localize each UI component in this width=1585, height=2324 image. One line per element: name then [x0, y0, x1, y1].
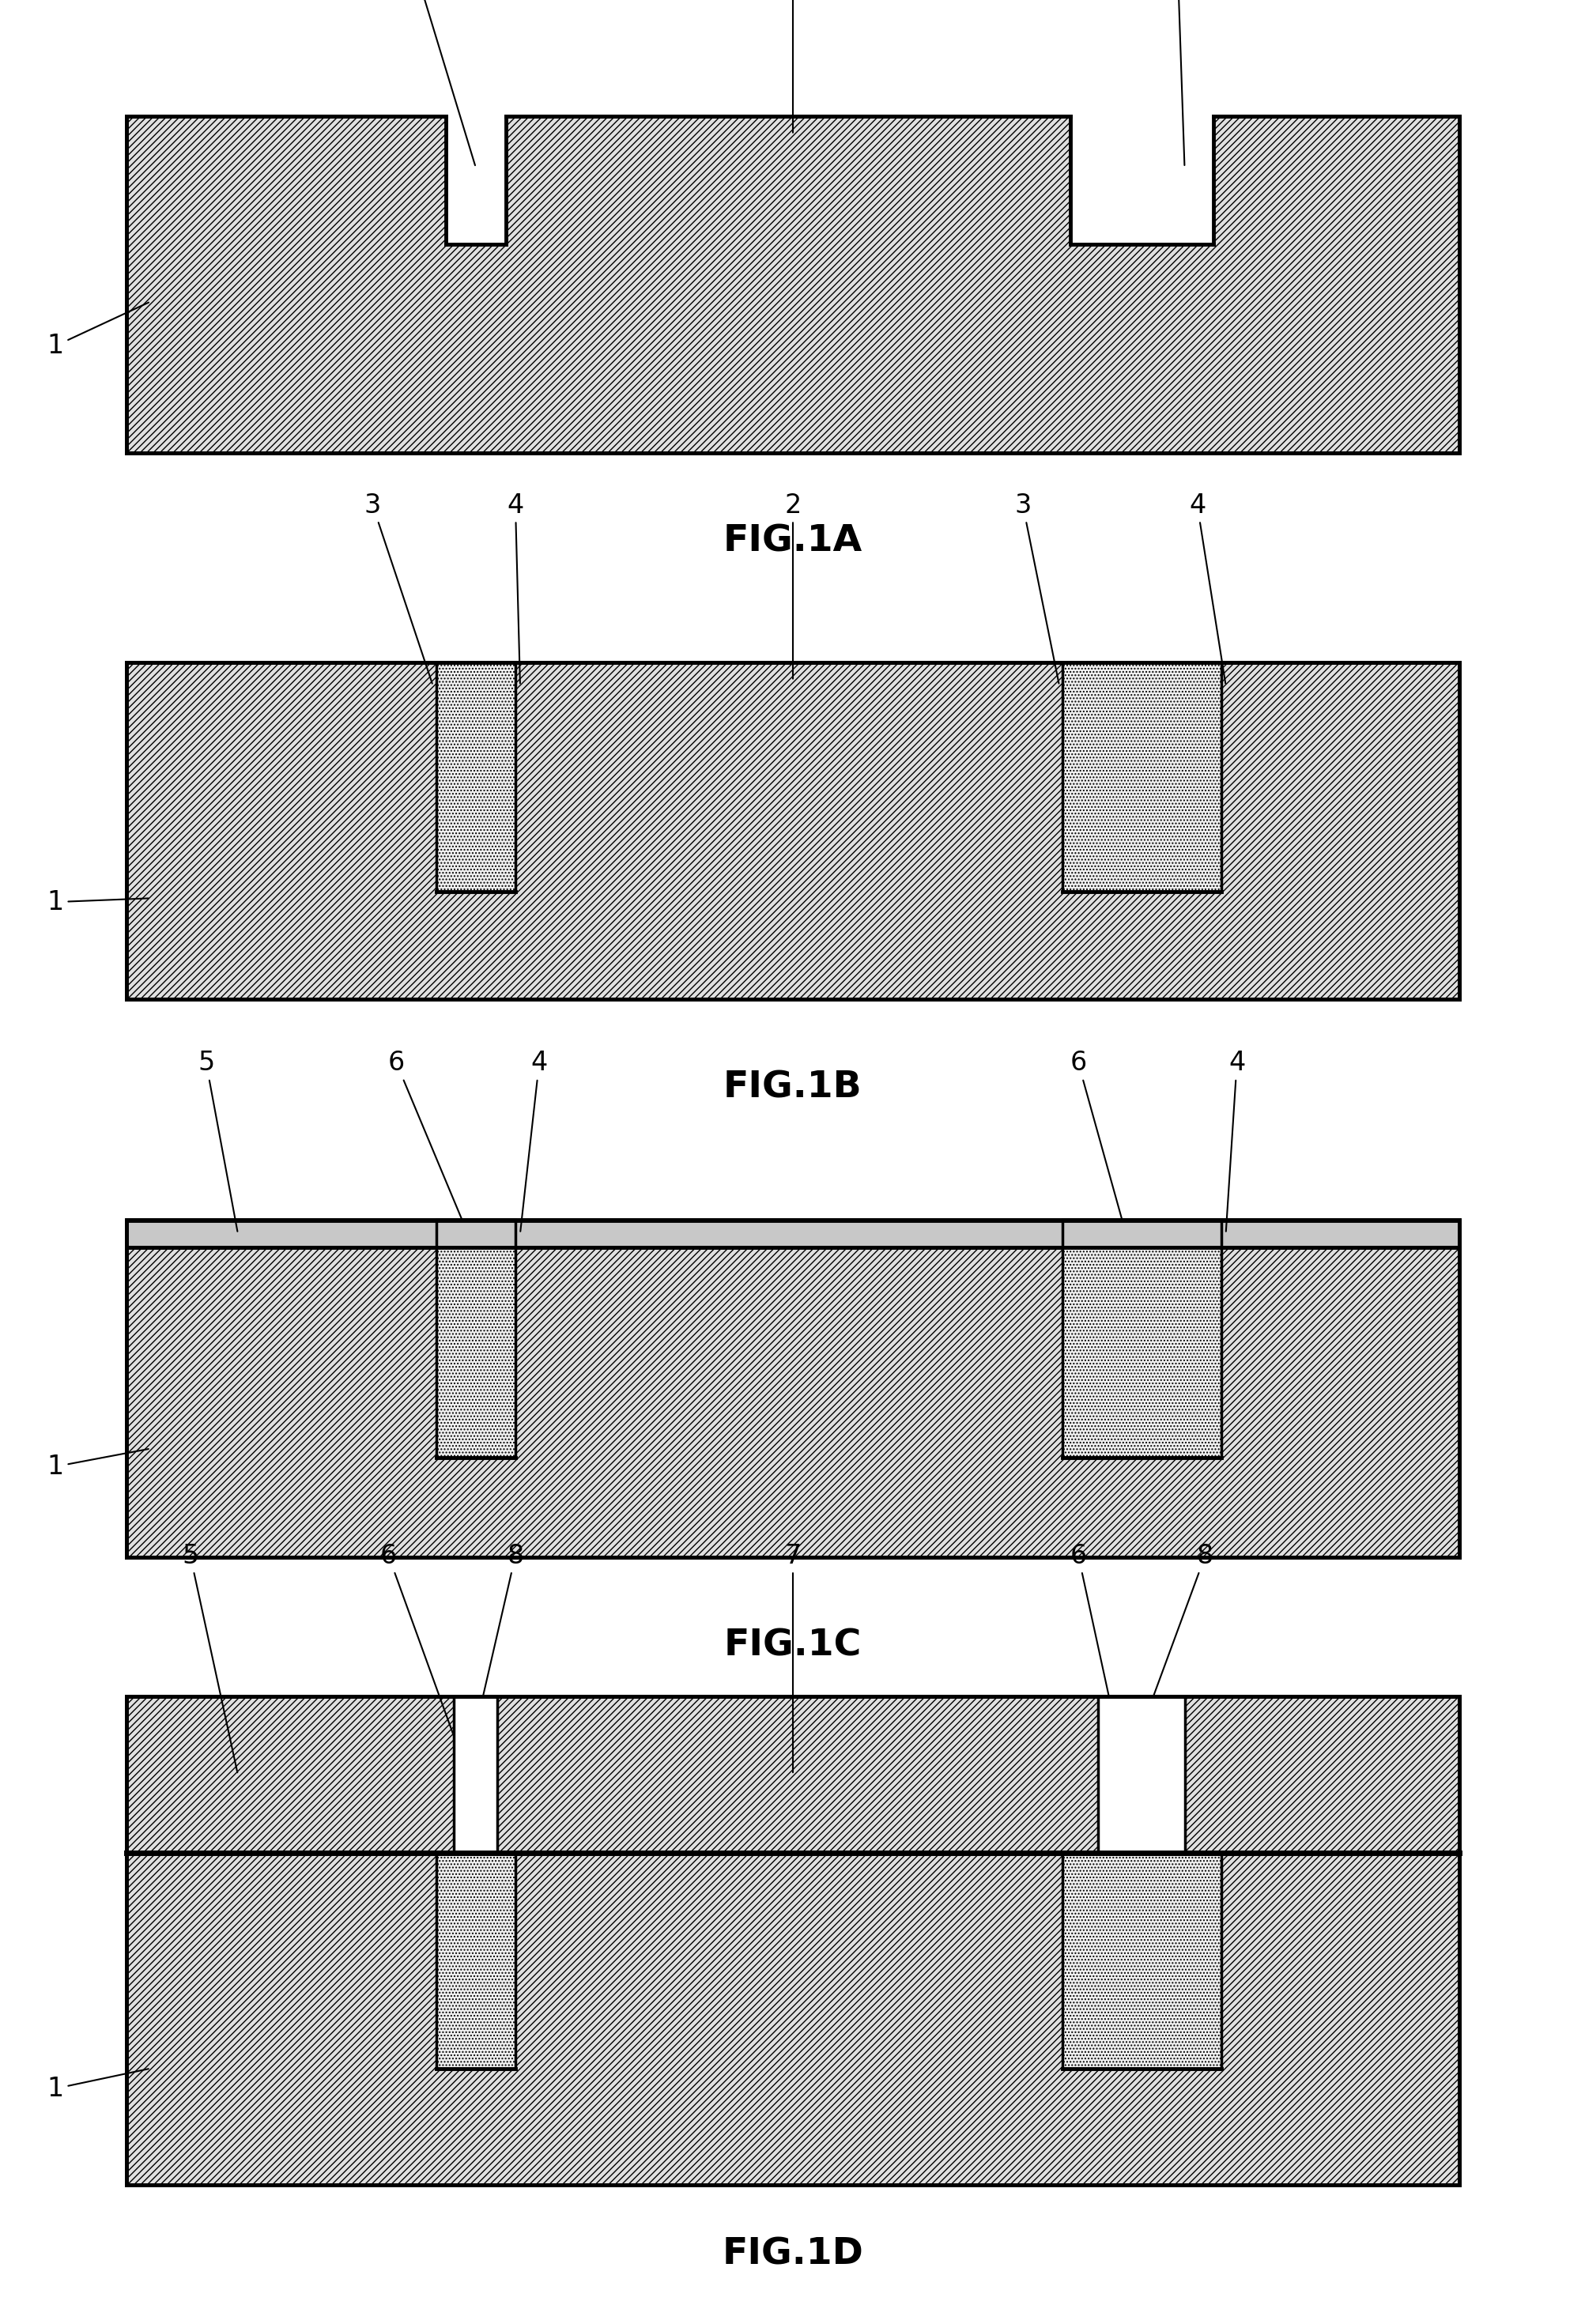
Text: 8: 8: [475, 1543, 523, 1727]
Text: 5: 5: [198, 1050, 238, 1232]
Bar: [1062, 1248, 1220, 1457]
Text: 1: 1: [48, 2068, 149, 2101]
Text: 4: 4: [1189, 493, 1225, 683]
Bar: [127, 662, 1458, 999]
Bar: [127, 1852, 1458, 2185]
Text: 5: 5: [182, 1543, 238, 1773]
Text: FIG.1D: FIG.1D: [721, 2236, 864, 2273]
Bar: [436, 662, 515, 892]
Text: 6: 6: [1070, 1050, 1125, 1232]
Text: 6: 6: [388, 1050, 466, 1232]
Bar: [1097, 1697, 1186, 1852]
Text: 4: 4: [1225, 1050, 1244, 1232]
Text: 3: 3: [1014, 493, 1059, 683]
Bar: [1062, 1852, 1220, 2068]
Bar: [127, 116, 1458, 453]
Text: 6: 6: [1070, 1543, 1125, 1773]
Text: 2: 2: [785, 0, 800, 132]
Bar: [127, 1697, 1458, 1852]
Bar: [1070, 112, 1213, 244]
Bar: [1062, 1220, 1220, 1248]
Text: 8: 8: [1141, 1543, 1213, 1727]
Text: 1: 1: [48, 890, 149, 916]
Text: 3: 3: [365, 493, 433, 683]
Text: 7: 7: [785, 1543, 800, 1773]
Text: 1: 1: [48, 302, 149, 358]
Text: 6: 6: [380, 1543, 468, 1773]
Bar: [436, 1852, 515, 2068]
Bar: [453, 1697, 498, 1852]
Text: 4: 4: [520, 1050, 547, 1232]
Text: 4: 4: [507, 493, 523, 683]
Bar: [1062, 662, 1220, 892]
Text: FIG.1C: FIG.1C: [724, 1627, 861, 1664]
Text: 1: 1: [48, 1448, 149, 1480]
Bar: [436, 1220, 515, 1248]
Text: 3: 3: [404, 0, 475, 165]
Text: FIG.1B: FIG.1B: [723, 1069, 862, 1106]
Text: 3: 3: [1168, 0, 1186, 165]
Bar: [127, 1220, 1458, 1248]
Text: 2: 2: [785, 493, 800, 679]
Bar: [436, 1248, 515, 1457]
Bar: [127, 1248, 1458, 1557]
Text: FIG.1A: FIG.1A: [723, 523, 862, 560]
Bar: [445, 112, 506, 244]
